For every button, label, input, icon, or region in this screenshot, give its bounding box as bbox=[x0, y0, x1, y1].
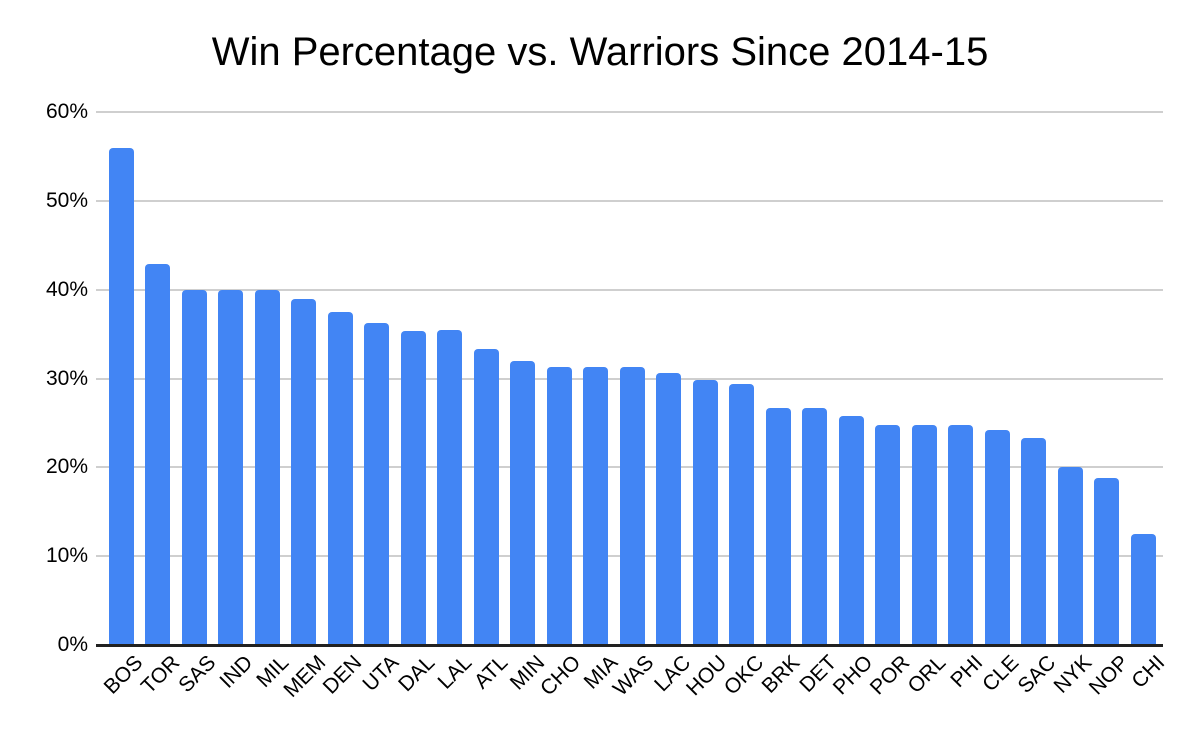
bar-MIA bbox=[583, 366, 608, 645]
bar-DET bbox=[802, 407, 827, 645]
bar-NYK bbox=[1057, 467, 1083, 645]
bar-CLE bbox=[984, 430, 1010, 645]
y-axis-tick-label: 30% bbox=[45, 366, 88, 390]
y-axis-tick-label: 40% bbox=[45, 277, 88, 301]
chart-title: Win Percentage vs. Warriors Since 2014-1… bbox=[211, 30, 989, 74]
gridline-60pct bbox=[96, 111, 1163, 113]
y-axis-tick-label: 10% bbox=[45, 544, 88, 568]
gridline-50pct bbox=[96, 199, 1163, 202]
bar-CHI bbox=[1130, 533, 1156, 645]
bar-DEN bbox=[327, 311, 353, 645]
y-axis-tick-label: 50% bbox=[45, 188, 88, 212]
bar-OKC bbox=[729, 383, 754, 645]
bar-MIN bbox=[510, 360, 535, 645]
bar-LAL bbox=[437, 329, 462, 645]
gridline-40pct bbox=[96, 288, 1163, 291]
bar-HOU bbox=[692, 380, 718, 645]
bar-LAC bbox=[656, 373, 681, 645]
bar-CHO bbox=[546, 366, 572, 645]
bar-IND bbox=[218, 289, 243, 645]
bar-MIL bbox=[254, 289, 280, 645]
x-axis-line bbox=[96, 644, 1163, 647]
bar-NOP bbox=[1094, 477, 1119, 645]
bar-PHO bbox=[838, 415, 864, 645]
bar-SAC bbox=[1021, 438, 1046, 645]
bar-BOS bbox=[108, 147, 134, 645]
bar-DAL bbox=[400, 331, 426, 645]
y-axis-tick-label: 0% bbox=[57, 633, 88, 656]
y-axis-tick-label: 60% bbox=[45, 100, 88, 123]
bar-SAS bbox=[181, 289, 207, 645]
bar-WAS bbox=[619, 366, 645, 645]
bar-BRK bbox=[765, 407, 791, 645]
bar-POR bbox=[875, 424, 900, 645]
bar-ORL bbox=[911, 424, 937, 645]
bar-MEM bbox=[291, 299, 316, 645]
bar-PHI bbox=[948, 424, 973, 645]
bar-ATL bbox=[473, 349, 499, 645]
bar-UTA bbox=[364, 323, 389, 645]
bar-TOR bbox=[145, 263, 170, 645]
y-axis-tick-label: 20% bbox=[45, 455, 88, 479]
